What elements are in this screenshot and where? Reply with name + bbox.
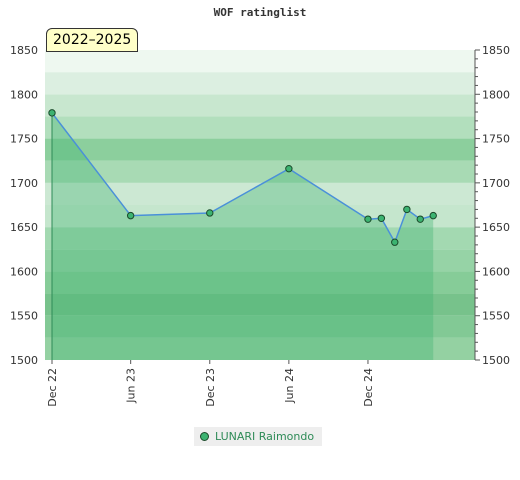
data-point (429, 211, 437, 220)
grid-band (45, 138, 475, 161)
grid-band (45, 116, 475, 139)
y-tick-label-right: 1600 (482, 265, 510, 278)
data-point (285, 164, 293, 173)
legend-label: LUNARI Raimondo (215, 430, 315, 443)
data-point (206, 209, 214, 217)
legend-marker (200, 432, 209, 441)
data-point (416, 215, 424, 223)
y-tick-label-right: 1700 (482, 177, 510, 190)
line-layer (51, 112, 434, 244)
grid-band (45, 249, 475, 272)
grid-band (45, 50, 475, 73)
x-tick-label: Dec 23 (204, 368, 217, 407)
grid-band (45, 293, 475, 316)
grid-band (45, 182, 475, 205)
chart-title: WOF ratinglist (213, 6, 307, 19)
data-point (126, 211, 135, 220)
y-tick-label-right: 1850 (482, 44, 510, 57)
data-point (364, 215, 372, 223)
y-tick-label-right: 1650 (482, 221, 510, 234)
y-tick-label-left: 1850 (10, 44, 38, 57)
grid-band (45, 271, 475, 294)
point-layer (48, 109, 437, 246)
grid-band (45, 160, 475, 183)
y-tick-label-right: 1800 (482, 88, 510, 101)
grid-band (45, 315, 475, 338)
x-tick-label: Jun 23 (125, 368, 138, 404)
y-axis-left: 1500 1550 1600 1650 1700 1750 1800 1850 (10, 44, 38, 367)
data-point (377, 214, 386, 222)
y-tick-label-left: 1750 (10, 133, 38, 146)
data-point (48, 109, 56, 117)
grid-band (45, 94, 475, 117)
x-tick-label: Jun 24 (283, 368, 296, 404)
y-tick-label-right: 1750 (482, 133, 510, 146)
grid-band (45, 227, 475, 250)
y-tick-label-left: 1550 (10, 310, 38, 323)
grid-band (45, 337, 475, 360)
x-axis: Dec 22 Jun 23 Dec 23 Jun 24 Dec 24 (46, 360, 375, 407)
data-point (403, 205, 411, 214)
y-tick-label-left: 1800 (10, 88, 38, 101)
series-area (52, 112, 434, 361)
y-tick-label-left: 1650 (10, 221, 38, 234)
y-tick-label-right: 1500 (482, 354, 510, 367)
x-tick-label: Dec 24 (362, 368, 375, 407)
x-tick-label: Dec 22 (46, 368, 59, 407)
data-point (391, 238, 399, 246)
y-axis-right: 1500 1550 1600 1650 1700 1750 1800 1850 (474, 44, 510, 367)
y-tick-label-right: 1550 (482, 310, 510, 323)
y-tick-label-left: 1700 (10, 177, 38, 190)
background-bands (45, 50, 475, 360)
series-line (51, 112, 434, 244)
y-tick-label-left: 1500 (10, 354, 38, 367)
grid-band (45, 72, 475, 95)
area-layer (51, 112, 434, 361)
legend[interactable]: LUNARI Raimondo (194, 427, 323, 446)
period-badge: 2022–2025 (46, 28, 139, 52)
y-tick-label-left: 1600 (10, 265, 38, 278)
